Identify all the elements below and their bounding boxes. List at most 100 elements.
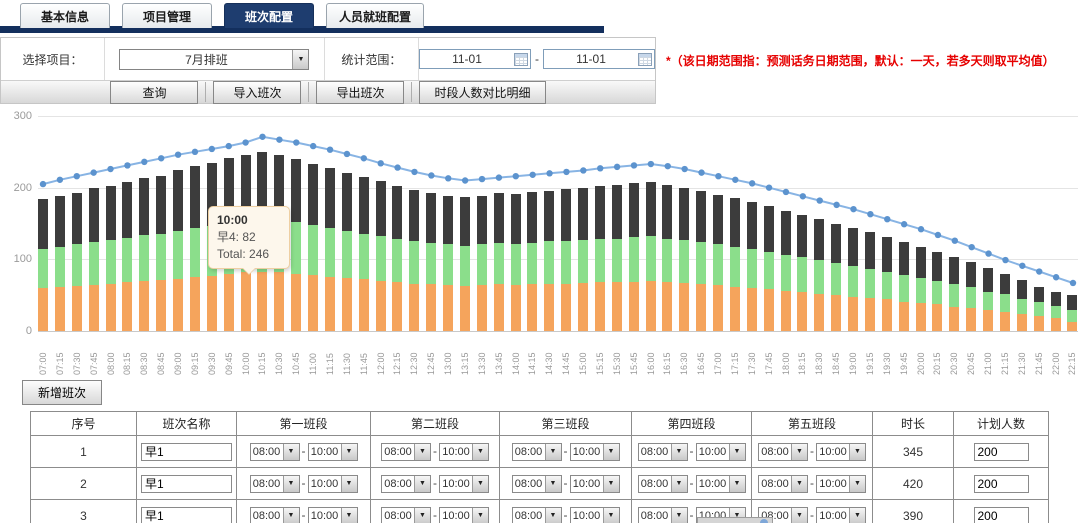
time-select[interactable]: 08:00 ▼ xyxy=(637,506,688,523)
bar-20:00[interactable] xyxy=(915,247,926,331)
time-select[interactable]: 08:00 ▼ xyxy=(637,474,688,493)
bar-18:45[interactable] xyxy=(831,223,842,331)
bar-17:15[interactable] xyxy=(729,198,740,331)
bar-18:00[interactable] xyxy=(780,210,791,331)
bar-07:30[interactable] xyxy=(71,192,82,331)
bar-22:15[interactable] xyxy=(1067,295,1078,331)
chevron-down-icon[interactable]: ▼ xyxy=(602,507,619,523)
chevron-down-icon[interactable]: ▼ xyxy=(544,507,561,523)
bar-12:30[interactable] xyxy=(409,189,420,331)
tab-班次配置[interactable]: 班次配置 xyxy=(224,3,314,28)
chevron-down-icon[interactable]: ▼ xyxy=(849,507,865,523)
bar-16:30[interactable] xyxy=(679,187,690,331)
bar-08:15[interactable] xyxy=(122,181,133,331)
bar-12:15[interactable] xyxy=(392,185,403,331)
bar-15:30[interactable] xyxy=(611,184,622,331)
chevron-down-icon[interactable]: ▼ xyxy=(602,443,619,460)
chevron-down-icon[interactable]: ▼ xyxy=(292,49,309,69)
bar-15:45[interactable] xyxy=(628,183,639,331)
time-select[interactable]: 10:00 ▼ xyxy=(695,442,746,461)
tab-项目管理[interactable]: 项目管理 xyxy=(122,3,212,28)
chevron-down-icon[interactable]: ▼ xyxy=(472,507,488,523)
tab-基本信息[interactable]: 基本信息 xyxy=(20,3,110,28)
shift-name-input[interactable] xyxy=(140,506,233,523)
chevron-down-icon[interactable]: ▼ xyxy=(728,443,745,460)
time-select[interactable]: 08:00 ▼ xyxy=(511,474,562,493)
bar-14:45[interactable] xyxy=(561,189,572,331)
bar-13:15[interactable] xyxy=(459,197,470,331)
bar-20:45[interactable] xyxy=(966,262,977,331)
time-select[interactable]: 08:00 ▼ xyxy=(758,474,808,493)
chevron-down-icon[interactable]: ▼ xyxy=(282,475,299,492)
chevron-down-icon[interactable]: ▼ xyxy=(472,443,488,460)
bar-20:30[interactable] xyxy=(949,257,960,331)
bar-19:30[interactable] xyxy=(881,237,892,331)
bar-19:45[interactable] xyxy=(898,242,909,331)
chevron-down-icon[interactable]: ▼ xyxy=(340,507,357,523)
chevron-down-icon[interactable]: ▼ xyxy=(602,475,619,492)
bar-14:30[interactable] xyxy=(544,190,555,331)
time-select[interactable]: 10:00 ▼ xyxy=(695,474,746,493)
time-select[interactable]: 08:00 ▼ xyxy=(637,442,688,461)
time-select[interactable]: 08:00 ▼ xyxy=(758,442,808,461)
bar-21:30[interactable] xyxy=(1016,280,1027,331)
chevron-down-icon[interactable]: ▼ xyxy=(544,443,561,460)
chevron-down-icon[interactable]: ▼ xyxy=(414,475,430,492)
time-select[interactable]: 10:00 ▼ xyxy=(569,474,620,493)
time-select[interactable]: 08:00 ▼ xyxy=(381,474,431,493)
add-shift-button[interactable]: 新增班次 xyxy=(22,380,103,405)
bar-19:00[interactable] xyxy=(848,227,858,331)
time-select[interactable]: 08:00 ▼ xyxy=(381,506,431,523)
bar-14:00[interactable] xyxy=(510,194,521,331)
time-select[interactable]: 08:00 ▼ xyxy=(511,506,562,523)
bar-13:00[interactable] xyxy=(443,195,453,331)
project-select[interactable]: 7月排班 ▼ xyxy=(119,48,310,70)
bar-17:00[interactable] xyxy=(713,194,723,331)
bar-08:45[interactable] xyxy=(156,175,167,331)
planned-count-input[interactable] xyxy=(973,506,1029,523)
time-select[interactable]: 10:00 ▼ xyxy=(569,442,620,461)
chevron-down-icon[interactable]: ▼ xyxy=(849,475,865,492)
shift-name-input[interactable] xyxy=(140,442,233,461)
bar-13:45[interactable] xyxy=(493,193,504,331)
chevron-down-icon[interactable]: ▼ xyxy=(544,475,561,492)
planned-count-input[interactable] xyxy=(973,442,1029,461)
chevron-down-icon[interactable]: ▼ xyxy=(849,443,865,460)
bar-15:15[interactable] xyxy=(594,186,605,331)
time-select[interactable]: 10:00 ▼ xyxy=(307,442,358,461)
time-select[interactable]: 10:00 ▼ xyxy=(816,506,866,523)
shift-name-input[interactable] xyxy=(140,474,233,493)
time-select[interactable]: 10:00 ▼ xyxy=(816,442,866,461)
calendar-icon[interactable] xyxy=(638,52,652,66)
time-select[interactable]: 08:00 ▼ xyxy=(511,442,562,461)
bar-11:45[interactable] xyxy=(358,176,369,331)
time-select[interactable]: 10:00 ▼ xyxy=(569,506,620,523)
time-select[interactable]: 08:00 ▼ xyxy=(249,442,300,461)
bar-07:15[interactable] xyxy=(54,196,65,331)
chevron-down-icon[interactable]: ▼ xyxy=(670,475,687,492)
bar-07:45[interactable] xyxy=(88,188,99,331)
bar-13:30[interactable] xyxy=(476,195,487,331)
tab-人员就班配置[interactable]: 人员就班配置 xyxy=(326,3,425,28)
time-select[interactable]: 08:00 ▼ xyxy=(381,442,431,461)
bar-18:30[interactable] xyxy=(814,219,825,331)
chevron-down-icon[interactable]: ▼ xyxy=(414,443,430,460)
calendar-icon[interactable] xyxy=(514,52,528,66)
button-时段人数对比明细[interactable]: 时段人数对比明细 xyxy=(419,80,546,104)
chevron-down-icon[interactable]: ▼ xyxy=(282,507,299,523)
planned-count-input[interactable] xyxy=(973,474,1029,493)
chevron-down-icon[interactable]: ▼ xyxy=(340,443,357,460)
chevron-down-icon[interactable]: ▼ xyxy=(340,475,357,492)
time-select[interactable]: 10:00 ▼ xyxy=(439,474,489,493)
bar-09:15[interactable] xyxy=(189,166,200,331)
bar-15:00[interactable] xyxy=(578,187,588,331)
bar-16:45[interactable] xyxy=(696,191,707,331)
chevron-down-icon[interactable]: ▼ xyxy=(728,475,745,492)
chevron-down-icon[interactable]: ▼ xyxy=(791,475,807,492)
bar-21:15[interactable] xyxy=(999,273,1010,331)
chevron-down-icon[interactable]: ▼ xyxy=(670,443,687,460)
chevron-down-icon[interactable]: ▼ xyxy=(791,443,807,460)
chevron-down-icon[interactable]: ▼ xyxy=(472,475,488,492)
time-select[interactable]: 10:00 ▼ xyxy=(307,474,358,493)
bar-21:45[interactable] xyxy=(1033,286,1044,331)
